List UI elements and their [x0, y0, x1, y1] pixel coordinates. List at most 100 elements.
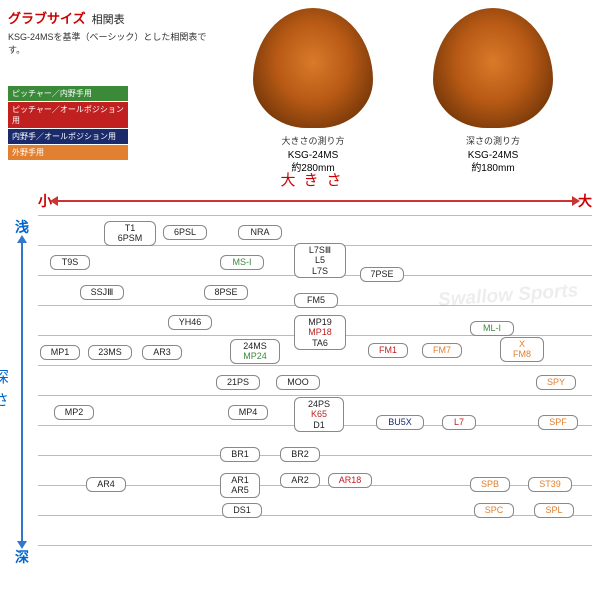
- model-label: BR1: [223, 449, 257, 459]
- model-label: AR2: [283, 475, 317, 485]
- model-label: L7SⅢ: [297, 245, 343, 255]
- model-label: SPB: [473, 479, 507, 489]
- model-label: X: [503, 339, 541, 349]
- model-label: 6PSM: [107, 233, 153, 243]
- model-cell: AR3: [142, 345, 182, 360]
- model-label: NRA: [241, 227, 279, 237]
- model-label: MP4: [231, 407, 265, 417]
- model-cell: BR1: [220, 447, 260, 462]
- model-cell: ST39: [528, 477, 572, 492]
- glove-caption: 深さの測り方: [408, 134, 578, 147]
- glove-size-section: 大きさの測り方 KSG-24MS 約280mm: [228, 8, 398, 175]
- model-label: MP24: [233, 351, 277, 361]
- model-label: YH46: [171, 317, 209, 327]
- model-label: 23MS: [91, 347, 129, 357]
- model-cell: T16PSM: [104, 221, 156, 246]
- model-label: FM8: [503, 349, 541, 359]
- model-label: SPY: [539, 377, 573, 387]
- model-label: SSJⅢ: [83, 287, 121, 297]
- model-label: MP19: [297, 317, 343, 327]
- model-label: 6PSL: [166, 227, 204, 237]
- model-cell: L7SⅢL5L7S: [294, 243, 346, 278]
- model-label: K65: [297, 409, 341, 419]
- legend-item: 外野手用: [8, 145, 128, 160]
- model-cell: BR2: [280, 447, 320, 462]
- model-label: FM7: [425, 345, 459, 355]
- glove-depth-section: 深さの測り方 KSG-24MS 約180mm: [408, 8, 578, 175]
- model-label: FM1: [371, 345, 405, 355]
- model-cell: DS1: [222, 503, 262, 518]
- model-label: 24MS: [233, 341, 277, 351]
- y-axis-label: 深さ: [0, 369, 11, 415]
- model-cell: ML-I: [470, 321, 514, 336]
- glove-image-icon: [433, 8, 553, 128]
- legend-item: 内野手／オールポジション用: [8, 129, 128, 144]
- model-cell: MOO: [276, 375, 320, 390]
- model-cell: SPB: [470, 477, 510, 492]
- model-cell: 21PS: [216, 375, 260, 390]
- grid-line: [38, 395, 592, 396]
- title-sub: 相関表: [92, 11, 125, 27]
- model-cell: 6PSL: [163, 225, 207, 240]
- x-axis: 大きさ 小 大: [38, 187, 592, 215]
- header-section: グラブサイズ 相関表 KSG-24MSを基準（ベーシック）とした相関表です。 ピ…: [8, 8, 592, 175]
- model-label: L7: [445, 417, 473, 427]
- model-label: ST39: [531, 479, 569, 489]
- model-cell: FM7: [422, 343, 462, 358]
- model-label: L7S: [297, 266, 343, 276]
- model-cell: AR2: [280, 473, 320, 488]
- model-cell: SPF: [538, 415, 578, 430]
- glove-model: KSG-24MS 約180mm: [408, 149, 578, 175]
- model-cell: AR18: [328, 473, 372, 488]
- model-label: SPL: [537, 505, 571, 515]
- subtitle: KSG-24MSを基準（ベーシック）とした相関表です。: [8, 31, 218, 56]
- model-cell: SPY: [536, 375, 576, 390]
- model-cell: BU5X: [376, 415, 424, 430]
- arrow-icon: [56, 200, 574, 202]
- y-axis: 深さ 浅 深: [8, 217, 36, 567]
- legend: ピッチャー／内野手用ピッチャー／オールポジション用内野手／オールポジション用外野…: [8, 86, 218, 160]
- grid-line: [38, 215, 592, 216]
- arrow-icon: [21, 241, 23, 543]
- model-cell: AR4: [86, 477, 126, 492]
- model-label: MS-I: [223, 257, 261, 267]
- model-label: BU5X: [379, 417, 421, 427]
- model-cell: YH46: [168, 315, 212, 330]
- model-label: AR4: [89, 479, 123, 489]
- model-cell: 24PSK65D1: [294, 397, 344, 432]
- title-main: グラブサイズ: [8, 8, 86, 27]
- model-cell: SPC: [474, 503, 514, 518]
- model-label: AR3: [145, 347, 179, 357]
- model-label: 24PS: [297, 399, 341, 409]
- model-cell: L7: [442, 415, 476, 430]
- model-cell: SPL: [534, 503, 574, 518]
- model-label: T1: [107, 223, 153, 233]
- y-axis-max: 深: [15, 547, 29, 567]
- model-label: T9S: [53, 257, 87, 267]
- model-label: AR1: [223, 475, 257, 485]
- legend-item: ピッチャー／オールポジション用: [8, 102, 128, 128]
- model-label: AR5: [223, 485, 257, 495]
- model-label: AR18: [331, 475, 369, 485]
- model-label: DS1: [225, 505, 259, 515]
- model-cell: MS-I: [220, 255, 264, 270]
- model-label: FM5: [297, 295, 335, 305]
- model-label: MP18: [297, 327, 343, 337]
- grid-line: [38, 545, 592, 546]
- y-axis-min: 浅: [15, 217, 29, 237]
- legend-item: ピッチャー／内野手用: [8, 86, 128, 101]
- model-cell: NRA: [238, 225, 282, 240]
- model-label: 8PSE: [207, 287, 245, 297]
- x-axis-label: 大きさ: [280, 169, 349, 190]
- model-label: ML-I: [473, 323, 511, 333]
- model-cell: SSJⅢ: [80, 285, 124, 300]
- correlation-chart: 大きさ 小 大 深さ 浅 深 Swallow SportsT16PSM6PSLN…: [8, 187, 592, 567]
- model-cell: MP1: [40, 345, 80, 360]
- model-cell: XFM8: [500, 337, 544, 362]
- model-cell: 24MSMP24: [230, 339, 280, 364]
- grid-line: [38, 365, 592, 366]
- x-axis-max: 大: [578, 191, 592, 211]
- model-label: MOO: [279, 377, 317, 387]
- model-cell: MP19MP18TA6: [294, 315, 346, 350]
- model-cell: 7PSE: [360, 267, 404, 282]
